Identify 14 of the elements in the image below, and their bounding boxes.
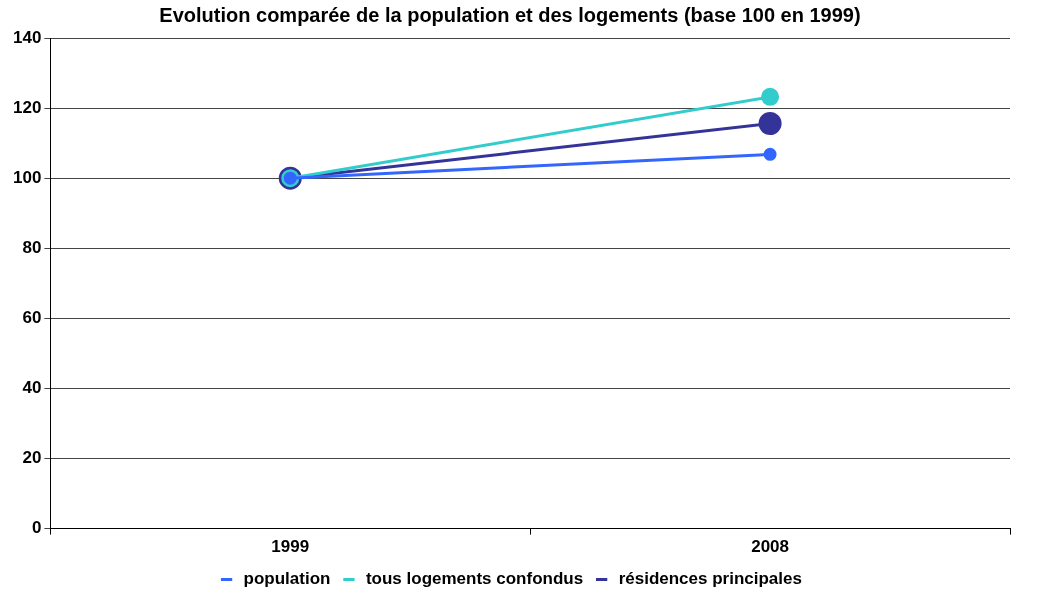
chart-title: Evolution comparée de la population et des logements (base 100 en 1999) [159, 3, 861, 26]
y-tick-label: 20 [22, 448, 42, 468]
y-tick-label: 40 [22, 378, 42, 398]
x-tick-label: 2008 [751, 537, 790, 557]
y-tick-label: 60 [22, 308, 42, 328]
y-tick-label: 100 [12, 167, 42, 187]
y-tick-label: 0 [31, 518, 42, 538]
y-tick-label: 120 [12, 97, 42, 117]
x-tick-label: 1999 [271, 537, 310, 557]
y-tick-label: 140 [12, 27, 42, 47]
y-tick-label: 80 [22, 237, 42, 257]
legend-label: population [243, 569, 331, 589]
legend-label: résidences principales [618, 569, 802, 589]
legend-label: tous logements confondus [365, 569, 584, 589]
